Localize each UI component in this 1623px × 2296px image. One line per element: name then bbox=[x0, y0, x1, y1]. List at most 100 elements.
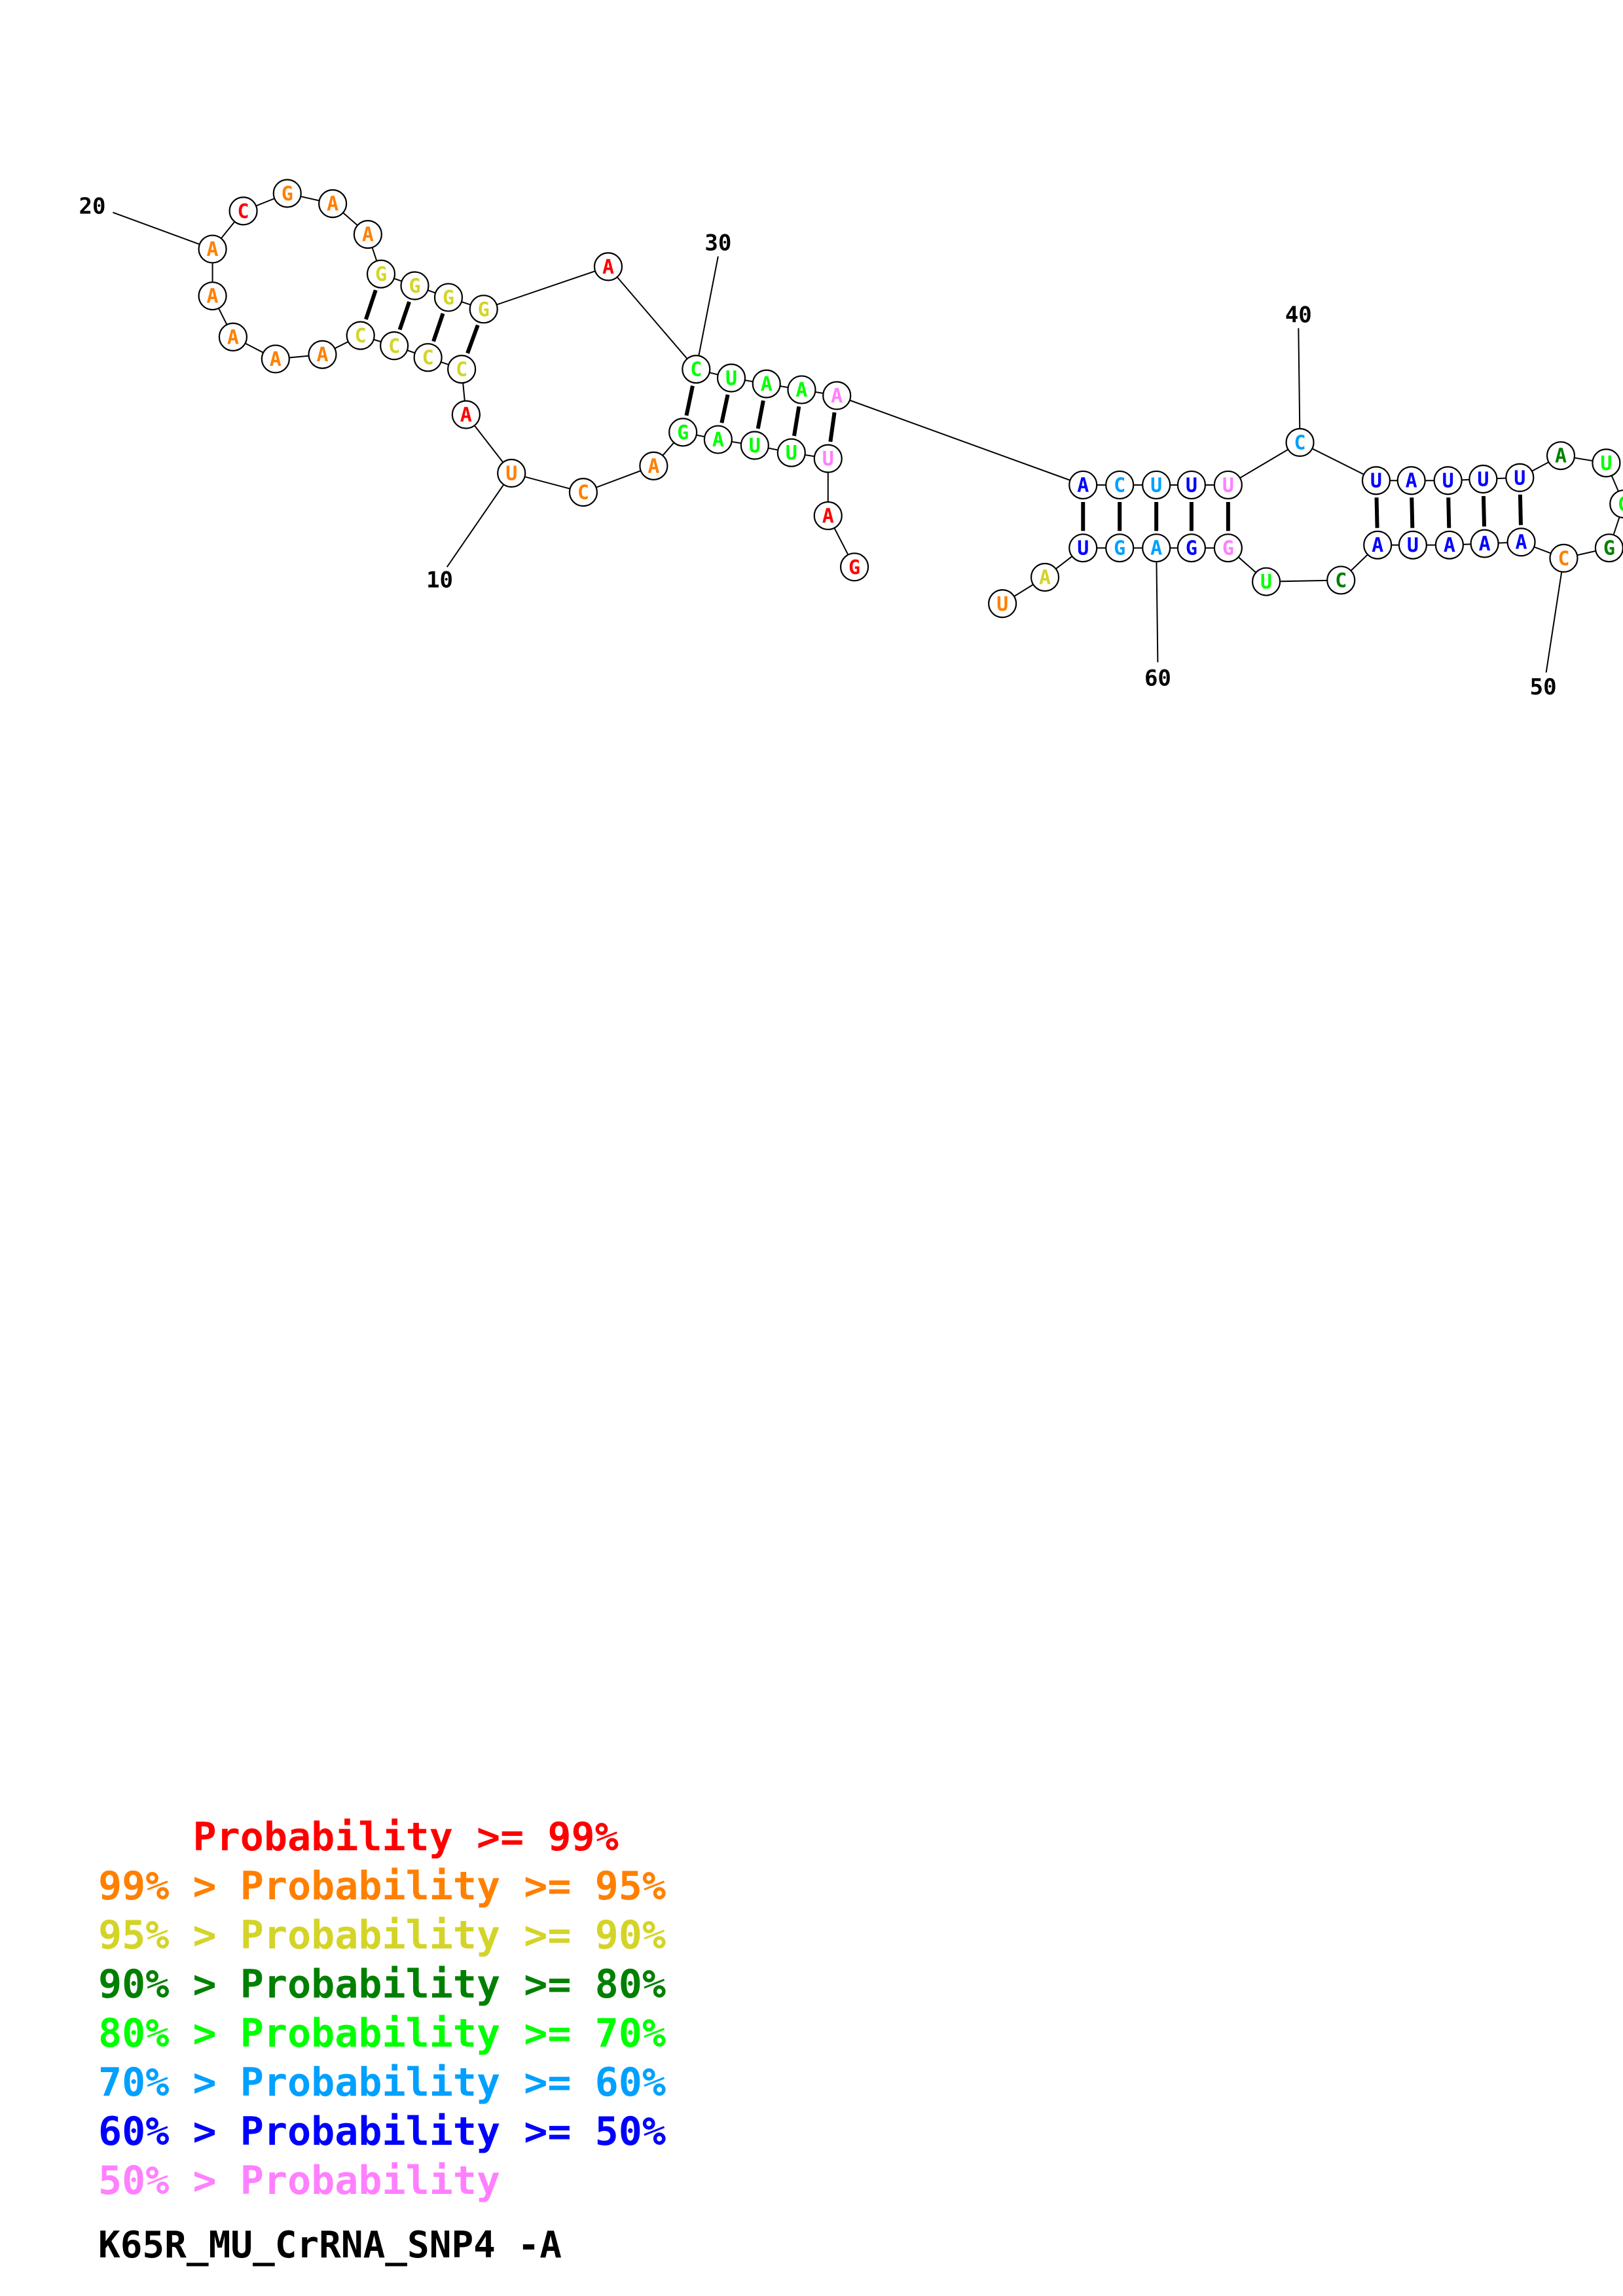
legend-row-p80: 90% > Probability >= 80% bbox=[98, 1960, 666, 2009]
position-tick-line bbox=[1298, 328, 1301, 443]
nucleotide-base-letter: U bbox=[505, 463, 517, 486]
nucleotide-base-letter: A bbox=[795, 379, 807, 402]
nucleotide-base-letter: U bbox=[1150, 474, 1162, 497]
base-pair-bond bbox=[1446, 497, 1451, 528]
nucleotide-base-letter: G bbox=[1222, 537, 1234, 560]
nucleotide-circle bbox=[433, 283, 464, 312]
nucleotide-circle bbox=[1285, 427, 1315, 457]
nucleotide: G bbox=[469, 295, 498, 324]
position-tick-label: 10 bbox=[426, 567, 453, 593]
legend-row-p90: 95% > Probability >= 90% bbox=[98, 1911, 666, 1960]
nucleotide: A bbox=[593, 252, 623, 281]
nucleotide-circle bbox=[1068, 533, 1098, 563]
base-pair-bond bbox=[792, 406, 801, 437]
position-tick-line bbox=[695, 256, 719, 370]
nucleotide-base-letter: G bbox=[282, 183, 293, 206]
legend-prefix: 90% > bbox=[98, 1962, 240, 2007]
nucleotide: U bbox=[1213, 470, 1243, 500]
nucleotide-circle bbox=[1068, 470, 1098, 500]
position-tick-line bbox=[113, 211, 213, 250]
position-tick-line bbox=[1156, 548, 1159, 662]
nucleotide: U bbox=[1176, 470, 1207, 500]
nucleotide-circle bbox=[1468, 464, 1498, 494]
nucleotide: G bbox=[1176, 533, 1207, 563]
legend-row-p50: 60% > Probability >= 50% bbox=[98, 2108, 666, 2157]
nucleotide-circle bbox=[776, 438, 806, 467]
nucleotide-base-letter: A bbox=[1479, 533, 1491, 556]
nucleotide-circle bbox=[1506, 528, 1536, 557]
nucleotide-circle bbox=[451, 400, 481, 429]
nucleotide-circle bbox=[198, 281, 227, 311]
position-tick-layer: 10 20 30 40 50 60 bbox=[79, 194, 1565, 700]
nucleotide-circle bbox=[703, 425, 733, 454]
position-tick-label: 40 bbox=[1285, 302, 1312, 328]
nucleotide: G bbox=[1594, 533, 1623, 563]
base-pair-bond bbox=[465, 324, 480, 354]
nucleotide-base-letter: A bbox=[316, 344, 328, 367]
nucleotide: U bbox=[1505, 463, 1535, 492]
legend-prefix bbox=[98, 1814, 193, 1860]
nucleotide-base-letter: A bbox=[1516, 531, 1527, 554]
nucleotide-base-letter: U bbox=[822, 448, 834, 471]
nucleotide-base-letter: G bbox=[443, 287, 454, 310]
nucleotide-base-letter: C bbox=[238, 200, 249, 223]
nucleotide-base-letter: A bbox=[362, 224, 374, 247]
nucleotide-base-letter: U bbox=[1077, 537, 1089, 560]
nucleotide-base-letter: C bbox=[1114, 474, 1125, 497]
nucleotide-base-letter: U bbox=[749, 435, 761, 457]
nucleotide-circle bbox=[1361, 466, 1391, 495]
nucleotide-base-letter: A bbox=[761, 373, 773, 396]
nucleotide-circle bbox=[1470, 529, 1499, 558]
nucleotide-circle bbox=[813, 444, 843, 473]
nucleotide-circle bbox=[318, 189, 348, 219]
nucleotide: A bbox=[1068, 470, 1098, 500]
nucleotide-base-letter: U bbox=[1477, 468, 1489, 491]
nucleotide-base-letter: A bbox=[831, 385, 843, 408]
nucleotide: C bbox=[1285, 427, 1315, 457]
nucleotide: G bbox=[366, 259, 396, 289]
nucleotide-circle bbox=[228, 196, 258, 226]
nucleotide: A bbox=[787, 375, 816, 404]
position-tick-label: 20 bbox=[79, 194, 106, 220]
nucleotide-circle bbox=[346, 321, 375, 350]
nucleotide-circle bbox=[716, 363, 746, 393]
nucleotide-circle bbox=[1213, 470, 1243, 500]
legend-row-p99: Probability >= 99% bbox=[98, 1813, 666, 1862]
nucleotide-circle bbox=[668, 418, 698, 447]
nucleotide: A bbox=[1142, 533, 1171, 563]
nucleotide-circle bbox=[1326, 565, 1356, 595]
nucleotide-base-letter: A bbox=[647, 455, 659, 478]
nucleotide-circle bbox=[1398, 530, 1428, 560]
nucleotide: A bbox=[318, 189, 348, 219]
nucleotide: C bbox=[1549, 543, 1578, 573]
nucleotide-base-letter: A bbox=[602, 256, 614, 279]
position-tick-label: 30 bbox=[704, 230, 731, 257]
nucleotide: G bbox=[272, 179, 302, 208]
nucleotide-base-letter: A bbox=[1150, 537, 1162, 560]
nucleotide-base-letter: C bbox=[1558, 547, 1569, 570]
nucleotide-base-letter: G bbox=[1618, 493, 1623, 516]
position-tick-line bbox=[446, 473, 513, 567]
backbone-layer bbox=[211, 192, 1623, 605]
nucleotide: G bbox=[1213, 533, 1243, 563]
nucleotide: A bbox=[261, 344, 290, 374]
nucleotide-base-letter: A bbox=[207, 285, 219, 308]
probability-legend: Probability >= 99% 99% > Probability >= … bbox=[98, 1813, 666, 2206]
nucleotide-circle bbox=[380, 331, 409, 361]
nucleotide: A bbox=[703, 425, 733, 454]
nucleotide-base-letter: U bbox=[1370, 470, 1382, 493]
nucleotide-circle bbox=[839, 552, 869, 582]
legend-label: Probability >= 60% bbox=[240, 2060, 666, 2106]
nucleotide: U bbox=[1142, 470, 1171, 500]
nucleotide-base-letter: C bbox=[422, 347, 434, 370]
nucleotide-circle bbox=[1505, 463, 1535, 492]
nucleotide: C bbox=[1105, 470, 1135, 500]
nucleotide-base-letter: C bbox=[355, 325, 367, 348]
nucleotide-base-letter: A bbox=[822, 505, 834, 528]
nucleotide-base-letter: C bbox=[456, 359, 467, 382]
legend-label: Probability >= 50% bbox=[240, 2109, 666, 2155]
nucleotide-base-letter: A bbox=[227, 326, 239, 349]
nucleotide-circle bbox=[413, 343, 443, 372]
nucleotide-base-letter: A bbox=[1077, 474, 1089, 497]
